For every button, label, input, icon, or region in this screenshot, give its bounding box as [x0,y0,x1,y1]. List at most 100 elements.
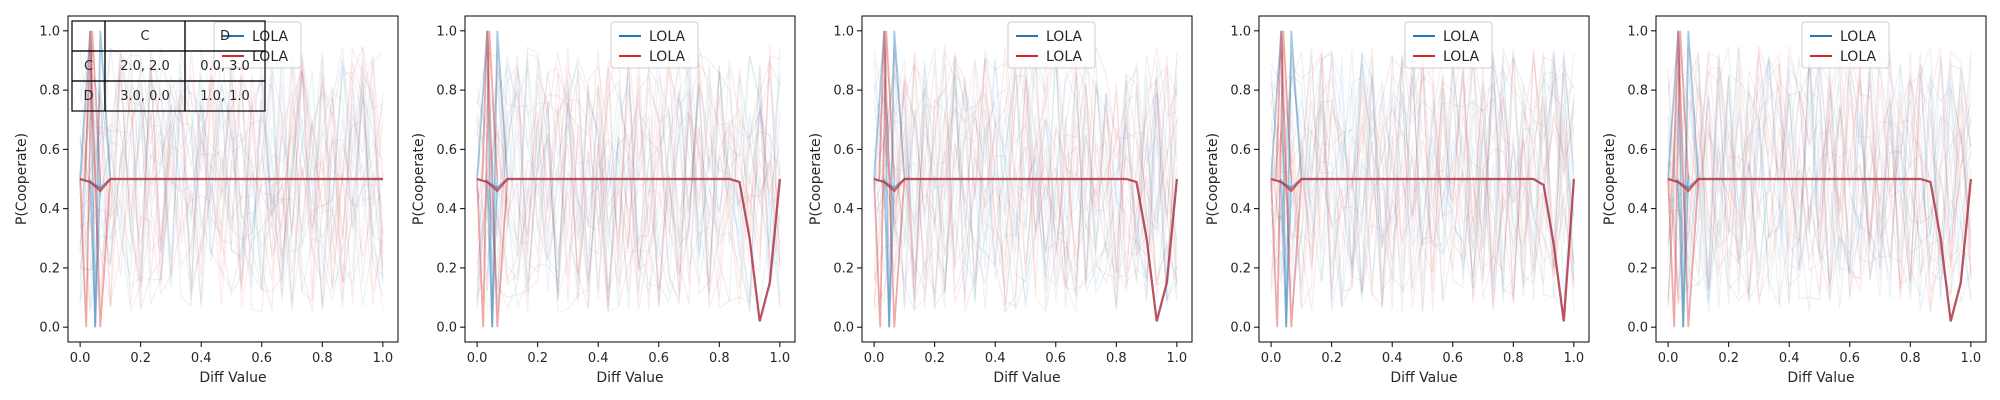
red-run-trace [476,50,781,305]
red-run-trace [1270,53,1575,309]
red-run-trace [476,60,781,309]
blue-run-trace [476,55,781,300]
legend-label: LOLA [1840,49,1876,65]
red-run-trace [1667,51,1972,305]
spike-trace-4 [878,30,906,328]
spike-trace-2 [476,30,499,328]
y-tick-label: 0.6 [833,143,854,158]
legend-label: LOLA [1840,29,1876,45]
y-tick-label: 0.8 [833,84,854,99]
spike-trace-4 [481,30,509,328]
axes-frame [464,15,796,343]
spike-trace-4 [1275,30,1303,328]
x-tick-label: 0.0 [467,351,488,366]
series-line-red [1667,177,1972,322]
x-axis-label: Diff Value [596,370,663,386]
spike-trace-1 [79,30,102,328]
blue-run-trace [1667,60,1972,305]
blue-run-trace [476,54,781,308]
x-tick-label: 0.4 [1779,351,1800,366]
x-tick-label: 0.8 [709,351,730,366]
blue-run-trace [1270,51,1575,303]
x-tick-label: 1.0 [1564,351,1585,366]
x-tick-label: 0.8 [1503,351,1524,366]
plot-area [1270,30,1575,328]
red-run-trace [873,48,1178,306]
red-run-trace [476,45,781,290]
red-run-trace [873,47,1178,306]
blue-run-trace [1270,51,1575,302]
x-tick-label: 0.8 [1900,351,1921,366]
y-tick-label: 0.8 [436,84,457,99]
blue-run-trace [79,57,384,311]
x-tick-label: 0.4 [1382,351,1403,366]
blue-run-trace [79,52,384,307]
red-run-trace [1270,48,1575,311]
table-cell-text: D [220,29,230,44]
y-tick-label: 0.6 [436,143,457,158]
red-run-trace [79,50,384,298]
red-run-trace [873,55,1178,309]
chart-panel-2: 0.0 0.2 0.4 0.6 0.8 1.0 0.0 0.2 0.4 0.6 0.8 1.0 Diff… [411,15,796,386]
red-run-trace [1270,53,1575,310]
y-axis-label: P(Cooperate) [411,133,427,225]
red-run-trace [1667,53,1972,309]
red-run-trace [79,55,384,304]
plot-area [1667,30,1972,328]
x-tick-label: 1.0 [373,351,394,366]
blue-run-trace [873,64,1178,286]
legend: LOLA LOLA [1007,21,1096,69]
x-tick-label: 0.2 [1718,351,1739,366]
legend-label: LOLA [1046,49,1082,65]
x-tick-label: 0.4 [588,351,609,366]
spike-trace-1 [476,30,499,328]
series-line-red [1270,177,1575,322]
blue-run-trace [873,54,1178,310]
blue-run-trace [476,73,781,310]
spike-trace-3 [883,30,906,328]
y-tick-label: 0.2 [436,261,457,276]
red-run-trace [476,44,781,308]
red-run-trace [79,56,384,311]
x-tick-label: 0.6 [251,351,272,366]
red-run-trace [1667,50,1972,306]
blue-run-trace [476,52,781,305]
blue-run-trace [1667,59,1972,306]
x-tick-label: 0.6 [1839,351,1860,366]
y-tick-label: 0.2 [39,261,60,276]
payoff-table: C DC 2.0, 2.0 0.0, 3.0D 3.0, 0.0 1.0, 1.0 [71,20,266,112]
y-tick-label: 0.8 [39,84,60,99]
spike-trace-2 [873,30,896,328]
red-run-trace [79,54,384,311]
series-line-red [79,177,383,193]
legend-label: LOLA [1046,29,1082,45]
blue-run-trace [873,49,1178,311]
blue-run-trace [79,50,384,307]
legend: LOLA LOLA [1404,21,1493,69]
x-tick-label: 1.0 [1167,351,1188,366]
blue-run-trace [873,59,1178,308]
y-tick-label: 0.6 [1230,143,1251,158]
red-run-trace [79,62,384,309]
x-axis-label: Diff Value [199,370,266,386]
x-tick-label: 0.2 [1321,351,1342,366]
blue-run-trace [476,52,781,295]
legend-label: LOLA [1443,29,1479,45]
y-tick-label: 0.0 [833,321,854,336]
blue-run-trace [476,66,781,311]
x-tick-label: 0.4 [191,351,212,366]
blue-run-trace [1667,53,1972,296]
blue-run-trace [1667,46,1972,308]
y-tick-label: 0.6 [1627,143,1648,158]
blue-run-trace [79,46,384,283]
axes-frame [67,15,399,343]
blue-run-trace [873,59,1178,310]
axes-frame [1655,15,1987,343]
spike-trace-2 [1667,30,1690,328]
x-tick-label: 0.6 [1442,351,1463,366]
blue-run-trace [1270,53,1575,298]
spike-trace-4 [84,30,112,328]
y-tick-label: 0.0 [1230,321,1251,336]
blue-run-trace [79,46,384,311]
